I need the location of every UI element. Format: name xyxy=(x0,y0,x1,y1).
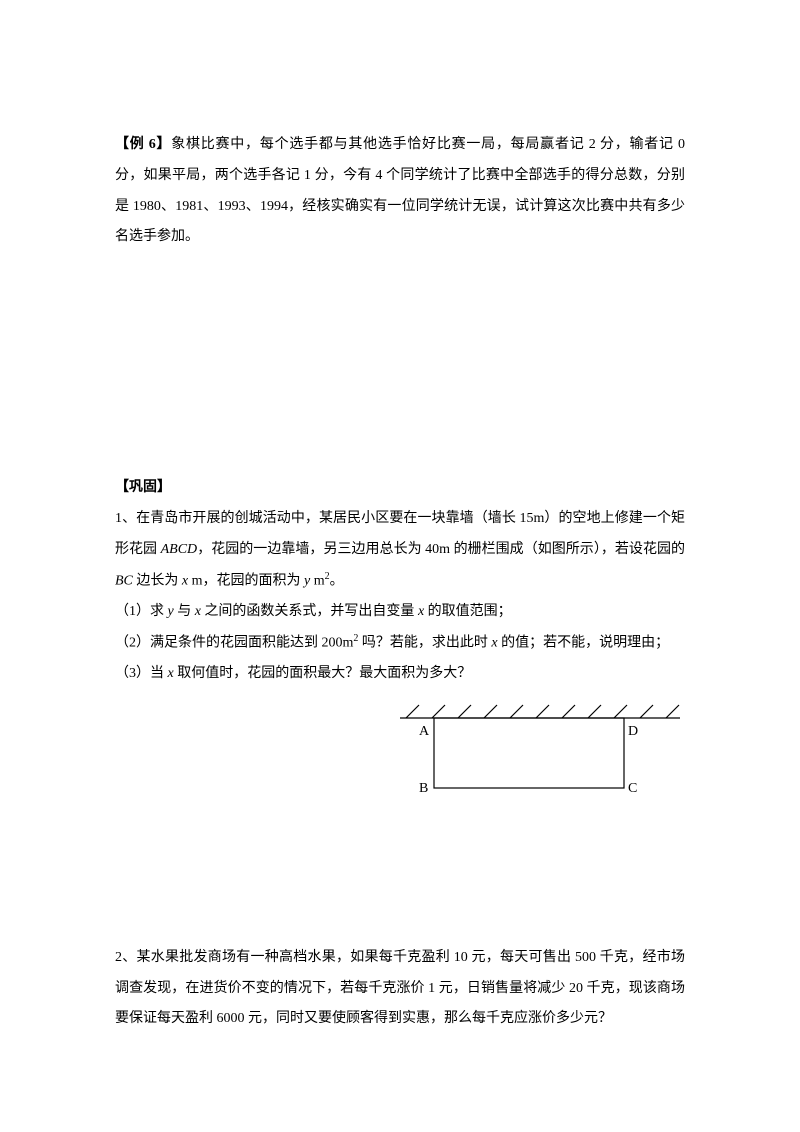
q3-t1: （3）当 xyxy=(115,666,168,681)
problem-2-text: 2、某水果批发商场有一种高档水果，如果每千克盈利 10 元，每天可售出 500 … xyxy=(115,943,685,1035)
q1-t2: 与 xyxy=(174,604,195,619)
q2-t2: 吗？若能，求出此时 xyxy=(358,635,491,650)
p2-body: 某水果批发商场有一种高档水果，如果每千克盈利 10 元，每天可售出 500 千克… xyxy=(115,950,685,1027)
spacer-1 xyxy=(115,283,685,473)
problem-1-q3: （3）当 x 取何值时，花园的面积最大？最大面积为多大？ xyxy=(115,659,685,690)
problem-2-section: 2、某水果批发商场有一种高档水果，如果每千克盈利 10 元，每天可售出 500 … xyxy=(115,943,685,1035)
p1-t3: 边长为 xyxy=(133,573,182,588)
svg-text:B: B xyxy=(419,781,428,796)
p1-t6: 。 xyxy=(330,573,344,588)
svg-text:A: A xyxy=(419,724,430,739)
problem-1-intro: 1、在青岛市开展的创城活动中，某居民小区要在一块靠墙（墙长 15m）的空地上修建… xyxy=(115,504,685,597)
diagram-container: A D B C xyxy=(115,700,685,823)
q3-t2: 取何值时，花园的面积最大？最大面积为多大？ xyxy=(174,666,472,681)
garden-diagram: A D B C xyxy=(400,700,680,810)
p1-abcd: ABCD xyxy=(161,542,198,557)
example-6-heading: 【例 6】 xyxy=(115,137,171,152)
p2-num: 2、 xyxy=(115,950,137,965)
problem-1-q1: （1）求 y 与 x 之间的函数关系式，并写出自变量 x 的取值范围； xyxy=(115,597,685,628)
example-6-text: 【例 6】象棋比赛中，每个选手都与其他选手恰好比赛一局，每局赢者记 2 分，输者… xyxy=(115,130,685,253)
q2-t1: （2）满足条件的花园面积能达到 200m xyxy=(115,635,353,650)
svg-text:D: D xyxy=(628,724,638,739)
p1-bc: BC xyxy=(115,573,133,588)
example-6-body: 象棋比赛中，每个选手都与其他选手恰好比赛一局，每局赢者记 2 分，输者记 0 分… xyxy=(115,137,685,244)
q2-t3: 的值；若不能，说明理由； xyxy=(498,635,670,650)
q1-t3: 之间的函数关系式，并写出自变量 xyxy=(201,604,418,619)
q1-t4: 的取值范围； xyxy=(424,604,512,619)
q1-t1: （1）求 xyxy=(115,604,168,619)
p1-num: 1、 xyxy=(115,511,136,526)
consolidate-heading: 【巩固】 xyxy=(115,473,685,504)
p1-t2: ，花园的一边靠墙，另三边用总长为 40m 的栅栏围成（如图所示），若设花园的 xyxy=(197,542,685,557)
p1-t5: m xyxy=(310,573,324,588)
example-6-section: 【例 6】象棋比赛中，每个选手都与其他选手恰好比赛一局，每局赢者记 2 分，输者… xyxy=(115,130,685,253)
spacer-2 xyxy=(115,853,685,943)
svg-text:C: C xyxy=(628,781,637,796)
consolidate-section: 【巩固】 1、在青岛市开展的创城活动中，某居民小区要在一块靠墙（墙长 15m）的… xyxy=(115,473,685,823)
problem-1-q2: （2）满足条件的花园面积能达到 200m2 吗？若能，求出此时 x 的值；若不能… xyxy=(115,628,685,659)
p1-t4: m，花园的面积为 xyxy=(188,573,304,588)
